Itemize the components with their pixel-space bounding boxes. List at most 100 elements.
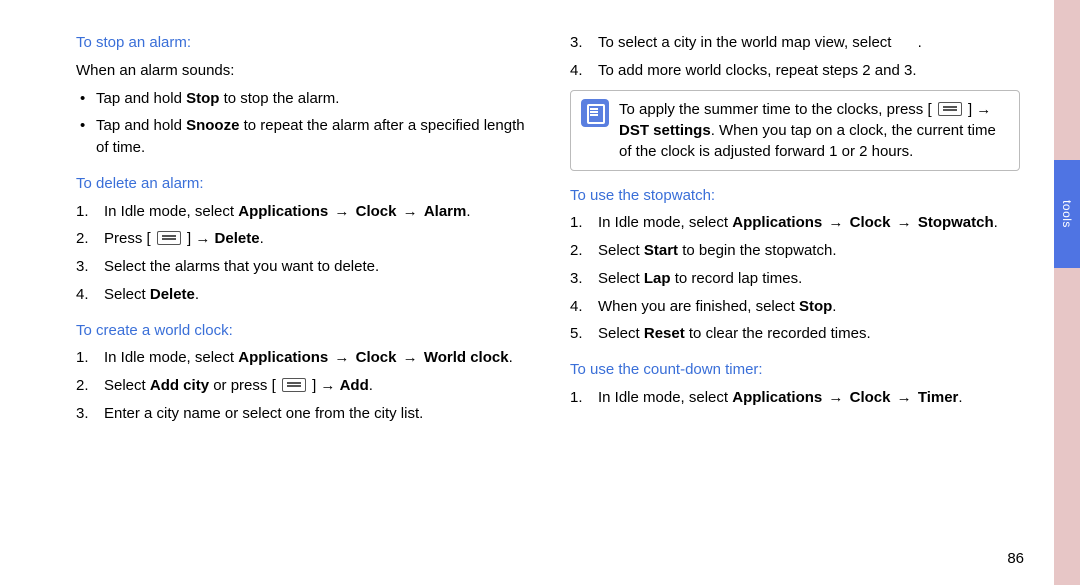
text: In Idle mode, select bbox=[104, 203, 238, 220]
menu-icon bbox=[157, 231, 181, 245]
step-item: In Idle mode, select Applications → Cloc… bbox=[570, 212, 1020, 234]
step-item: Enter a city name or select one from the… bbox=[76, 403, 526, 425]
note-body: To apply the summer time to the clocks, … bbox=[619, 99, 1009, 162]
arrow: → bbox=[824, 214, 847, 231]
bold-text: Alarm bbox=[424, 203, 467, 220]
text: . bbox=[958, 389, 962, 406]
text: Select bbox=[598, 270, 644, 287]
bold-text: Applications bbox=[238, 203, 328, 220]
menu-icon bbox=[282, 378, 306, 392]
step-item: Select Add city or press [ ] → Add. bbox=[76, 375, 526, 397]
right-column: To select a city in the world map view, … bbox=[570, 32, 1020, 431]
bold-text: Delete bbox=[215, 230, 260, 247]
arrow: → bbox=[892, 214, 915, 231]
step-item: Select Reset to clear the recorded times… bbox=[570, 323, 1020, 345]
bold-text: Stop bbox=[799, 298, 832, 315]
heading-delete-alarm: To delete an alarm: bbox=[76, 173, 526, 195]
step-subnote: To select a city in the world map view, … bbox=[570, 32, 1020, 54]
bold-text: Timer bbox=[918, 389, 959, 406]
text: . bbox=[509, 349, 513, 366]
bullet-item: Tap and hold Snooze to repeat the alarm … bbox=[76, 115, 526, 159]
bold-text: Delete bbox=[150, 286, 195, 303]
menu-icon bbox=[938, 102, 962, 116]
step-item: When you are finished, select Stop. bbox=[570, 296, 1020, 318]
arrow: → bbox=[330, 203, 353, 220]
page-number: 86 bbox=[1007, 550, 1024, 567]
text: Select bbox=[104, 377, 150, 394]
text: . bbox=[369, 377, 373, 394]
text: Select bbox=[104, 286, 150, 303]
bold-text: World clock bbox=[424, 349, 509, 366]
text: In Idle mode, select bbox=[598, 214, 732, 231]
note-icon bbox=[581, 99, 609, 127]
note-box: To apply the summer time to the clocks, … bbox=[570, 90, 1020, 171]
step-item: In Idle mode, select Applications → Cloc… bbox=[76, 347, 526, 369]
bold-text: Add city bbox=[150, 377, 209, 394]
timer-steps: In Idle mode, select Applications → Cloc… bbox=[570, 387, 1020, 409]
heading-stopwatch: To use the stopwatch: bbox=[570, 185, 1020, 207]
heading-stop-alarm: To stop an alarm: bbox=[76, 32, 526, 54]
text: Tap and hold bbox=[96, 117, 186, 134]
bold-text: Reset bbox=[644, 325, 685, 342]
text: to clear the recorded times. bbox=[685, 325, 871, 342]
step-item: Select Delete. bbox=[76, 284, 526, 306]
bold-text: Start bbox=[644, 242, 678, 259]
text: To select a city in the world map view, … bbox=[598, 34, 896, 51]
bold-text: Stop bbox=[186, 90, 219, 107]
text: ] → bbox=[308, 377, 340, 394]
text: . bbox=[994, 214, 998, 231]
bold-text: Clock bbox=[356, 349, 397, 366]
arrow: → bbox=[398, 349, 421, 366]
text: to stop the alarm. bbox=[219, 90, 339, 107]
text: ] → bbox=[964, 101, 992, 118]
bullet-item: Tap and hold Stop to stop the alarm. bbox=[76, 88, 526, 110]
text: . bbox=[260, 230, 264, 247]
stopwatch-steps: In Idle mode, select Applications → Cloc… bbox=[570, 212, 1020, 345]
text: . bbox=[832, 298, 836, 315]
heading-timer: To use the count-down timer: bbox=[570, 359, 1020, 381]
arrow: → bbox=[398, 203, 421, 220]
arrow: → bbox=[330, 349, 353, 366]
stop-alarm-bullets: Tap and hold Stop to stop the alarm. Tap… bbox=[76, 88, 526, 159]
bold-text: Clock bbox=[356, 203, 397, 220]
bold-text: Clock bbox=[850, 214, 891, 231]
text: . bbox=[918, 34, 922, 51]
arrow: → bbox=[824, 389, 847, 406]
bold-text: Snooze bbox=[186, 117, 239, 134]
step-item: In Idle mode, select Applications → Cloc… bbox=[570, 387, 1020, 409]
step-item: Select Start to begin the stopwatch. bbox=[570, 240, 1020, 262]
bold-text: Applications bbox=[238, 349, 328, 366]
bold-text: Applications bbox=[732, 389, 822, 406]
text: Select bbox=[598, 325, 644, 342]
manual-page: To stop an alarm: When an alarm sounds: … bbox=[0, 0, 1080, 585]
two-column-layout: To stop an alarm: When an alarm sounds: … bbox=[76, 32, 1040, 431]
world-clock-steps: In Idle mode, select Applications → Cloc… bbox=[76, 347, 526, 424]
world-clock-steps-cont: To select a city in the world map view, … bbox=[570, 32, 1020, 82]
text: to record lap times. bbox=[671, 270, 803, 287]
bold-text: Lap bbox=[644, 270, 671, 287]
step-item: Press [ ] → Delete. bbox=[76, 228, 526, 250]
step-item: Select the alarms that you want to delet… bbox=[76, 256, 526, 278]
text: Press [ bbox=[104, 230, 155, 247]
left-column: To stop an alarm: When an alarm sounds: … bbox=[76, 32, 526, 431]
arrow: → bbox=[892, 389, 915, 406]
delete-alarm-steps: In Idle mode, select Applications → Cloc… bbox=[76, 201, 526, 306]
bold-text: Clock bbox=[850, 389, 891, 406]
text: ] → bbox=[183, 230, 215, 247]
stop-alarm-lead: When an alarm sounds: bbox=[76, 60, 526, 82]
bold-text: DST settings bbox=[619, 122, 711, 139]
text: to begin the stopwatch. bbox=[678, 242, 836, 259]
text: When you are finished, select bbox=[598, 298, 799, 315]
bold-text: Stopwatch bbox=[918, 214, 994, 231]
step-item: Select Lap to record lap times. bbox=[570, 268, 1020, 290]
text: Select bbox=[598, 242, 644, 259]
step-item: In Idle mode, select Applications → Cloc… bbox=[76, 201, 526, 223]
text: or press [ bbox=[209, 377, 280, 394]
text: Tap and hold bbox=[96, 90, 186, 107]
side-tab-active: tools bbox=[1054, 160, 1080, 268]
side-tab: tools bbox=[1054, 0, 1080, 585]
step-item: To add more world clocks, repeat steps 2… bbox=[570, 60, 1020, 82]
bold-text: Applications bbox=[732, 214, 822, 231]
text: . bbox=[466, 203, 470, 220]
side-tab-label: tools bbox=[1060, 200, 1074, 228]
